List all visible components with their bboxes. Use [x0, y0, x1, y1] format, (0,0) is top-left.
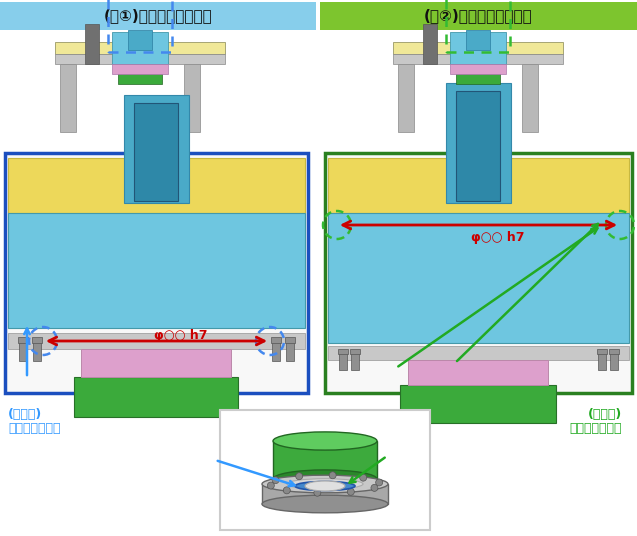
- Bar: [328, 346, 629, 360]
- Bar: [286, 341, 294, 361]
- Bar: [81, 349, 231, 377]
- Ellipse shape: [262, 495, 388, 513]
- Circle shape: [283, 487, 290, 494]
- Bar: [450, 64, 506, 74]
- Text: (例②)出力側で取り付け: (例②)出力側で取り付け: [424, 9, 533, 24]
- Text: φ○○ h7: φ○○ h7: [471, 232, 525, 244]
- Bar: [325, 153, 632, 393]
- Bar: [18, 337, 28, 343]
- Ellipse shape: [287, 479, 363, 489]
- Text: インロー使用部: インロー使用部: [569, 422, 622, 435]
- Bar: [262, 484, 388, 504]
- Bar: [8, 333, 305, 349]
- Bar: [85, 24, 99, 64]
- Bar: [128, 30, 152, 50]
- Bar: [466, 30, 490, 50]
- Bar: [8, 158, 305, 213]
- Circle shape: [347, 488, 354, 495]
- Bar: [272, 341, 280, 361]
- Bar: [320, 2, 637, 30]
- Ellipse shape: [305, 481, 345, 491]
- Bar: [5, 153, 308, 393]
- Bar: [598, 352, 606, 370]
- Circle shape: [296, 473, 303, 480]
- Bar: [456, 91, 500, 201]
- Bar: [446, 83, 511, 203]
- Bar: [108, 0, 172, 52]
- Text: (出力側): (出力側): [588, 408, 622, 421]
- Bar: [19, 341, 27, 361]
- Bar: [350, 349, 360, 354]
- Bar: [184, 64, 200, 132]
- Bar: [446, 0, 510, 52]
- Bar: [339, 352, 347, 370]
- Circle shape: [371, 485, 378, 492]
- Text: インロー使用部: インロー使用部: [8, 422, 61, 435]
- Circle shape: [272, 477, 279, 483]
- Bar: [0, 2, 316, 30]
- Text: (例①)入力側で取り付け: (例①)入力側で取り付け: [104, 9, 212, 24]
- Bar: [393, 54, 563, 64]
- Text: φ○○ h7: φ○○ h7: [154, 330, 208, 343]
- Bar: [74, 377, 238, 417]
- Bar: [408, 360, 548, 385]
- Bar: [338, 349, 348, 354]
- Bar: [423, 24, 437, 64]
- Ellipse shape: [273, 470, 377, 488]
- Bar: [55, 42, 225, 54]
- Bar: [328, 213, 629, 343]
- Bar: [450, 32, 506, 64]
- Bar: [285, 337, 295, 343]
- Ellipse shape: [273, 432, 377, 450]
- Text: (入力側): (入力側): [8, 408, 42, 421]
- Bar: [400, 385, 556, 423]
- Circle shape: [376, 479, 383, 486]
- Bar: [328, 158, 629, 213]
- Circle shape: [314, 489, 321, 496]
- Bar: [60, 64, 76, 132]
- Bar: [8, 213, 305, 328]
- Bar: [351, 352, 359, 370]
- Bar: [271, 337, 281, 343]
- Ellipse shape: [295, 481, 355, 490]
- Bar: [522, 64, 538, 132]
- Bar: [32, 337, 42, 343]
- Bar: [597, 349, 607, 354]
- Bar: [112, 64, 168, 74]
- Circle shape: [329, 472, 336, 479]
- Bar: [55, 54, 225, 64]
- Bar: [124, 95, 189, 203]
- Bar: [134, 103, 178, 201]
- Bar: [118, 69, 162, 84]
- Bar: [393, 42, 563, 54]
- Bar: [112, 32, 168, 64]
- Bar: [398, 64, 414, 132]
- Bar: [220, 410, 430, 530]
- Bar: [273, 441, 377, 479]
- Bar: [33, 341, 41, 361]
- Bar: [610, 352, 618, 370]
- Ellipse shape: [262, 475, 388, 493]
- Circle shape: [360, 474, 367, 481]
- Bar: [456, 69, 500, 84]
- Circle shape: [268, 482, 275, 489]
- Bar: [609, 349, 619, 354]
